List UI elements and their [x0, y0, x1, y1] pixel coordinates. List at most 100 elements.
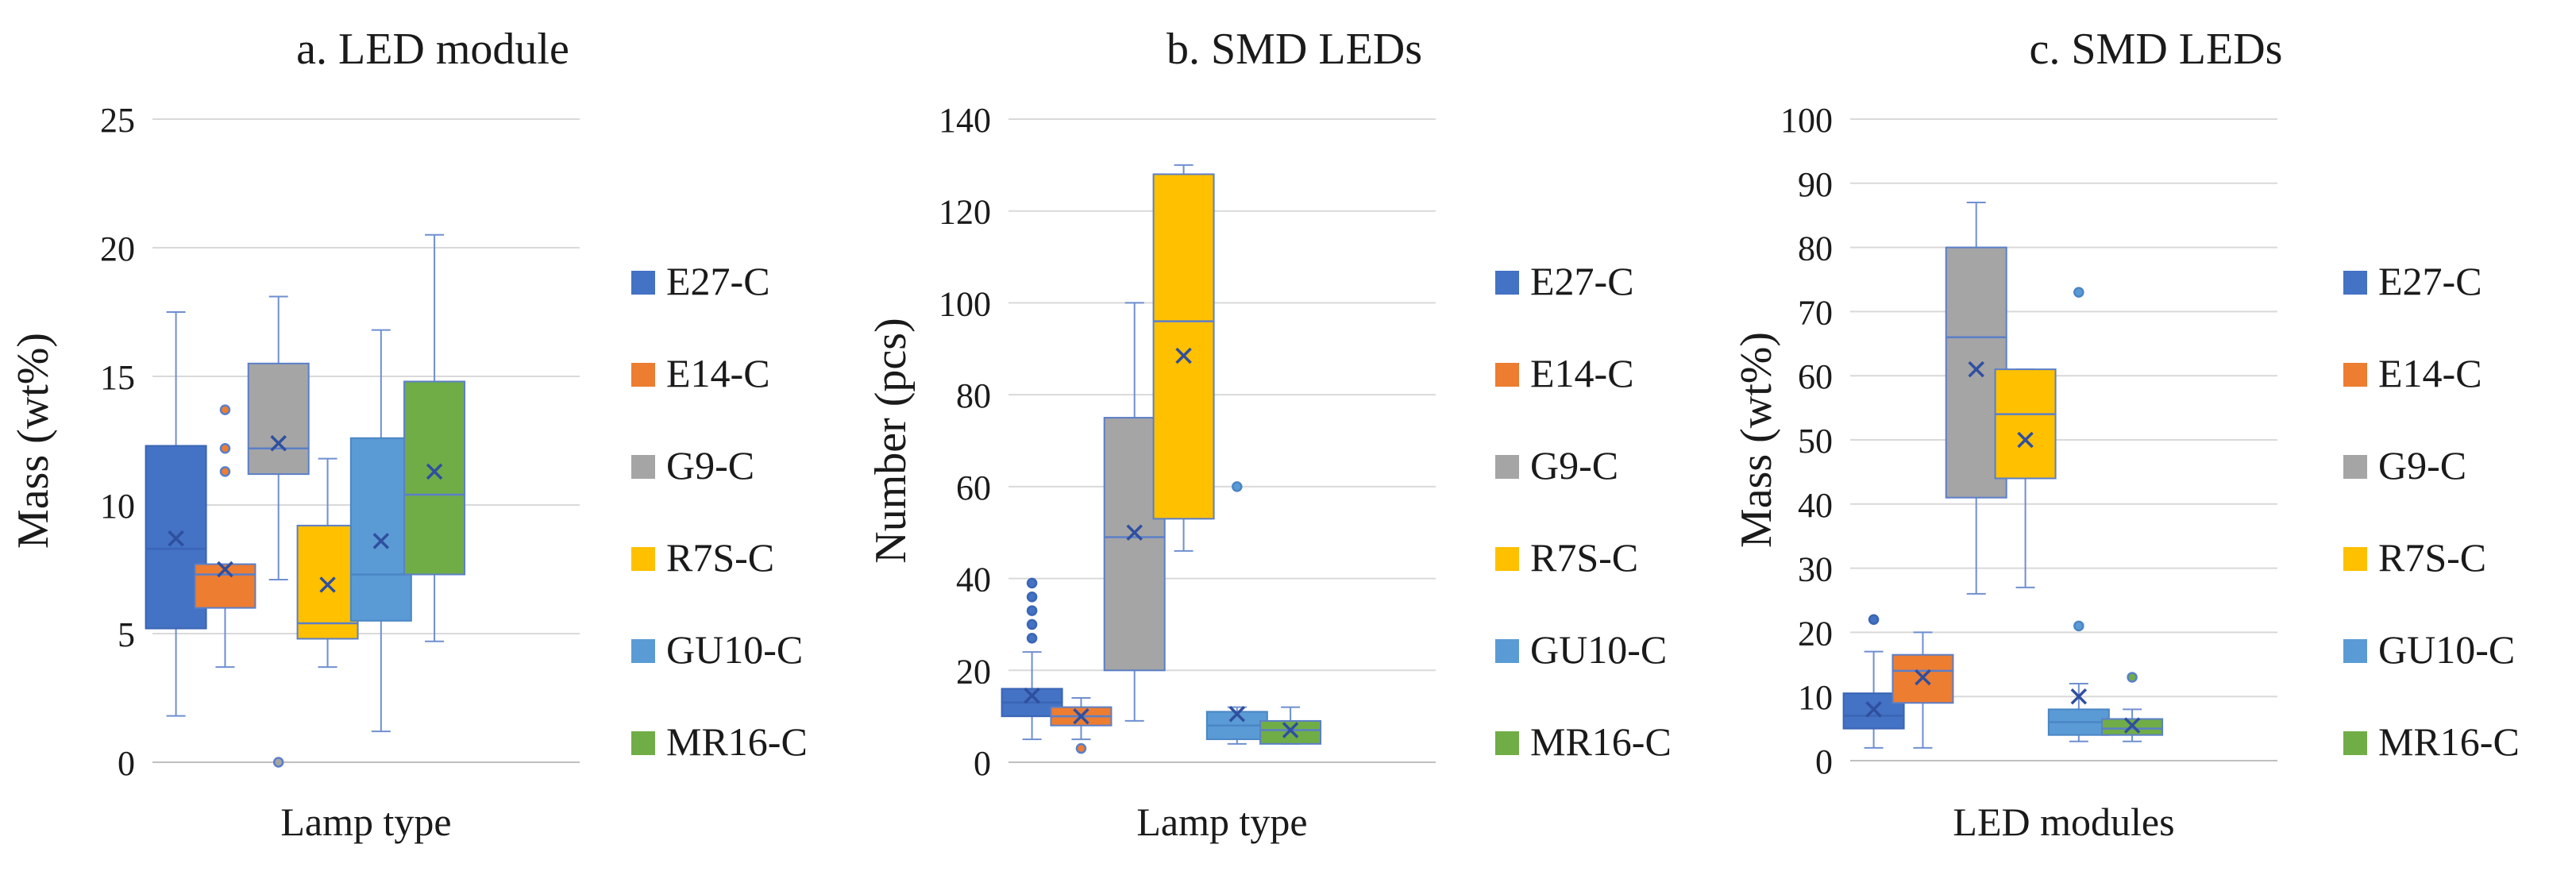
- legend-item-gu10-c: GU10-C: [1495, 627, 1667, 672]
- box-series-e14-c: [194, 404, 256, 669]
- box-series-mr16-c: [2101, 672, 2164, 742]
- legend-swatch: [1495, 271, 1519, 295]
- box-series-r7s-c: [296, 457, 359, 669]
- y-tick-label: 70: [1798, 293, 1833, 332]
- legend-item-mr16-c: MR16-C: [631, 719, 808, 764]
- chart-title: b. SMD LEDs: [1167, 25, 1422, 74]
- outlier-point: [1026, 577, 1038, 589]
- outlier-point: [1868, 614, 1880, 625]
- mean-marker-stroke: [2070, 688, 2088, 705]
- mean-marker-stroke: [319, 576, 336, 593]
- y-tick-label: 20: [100, 229, 135, 268]
- box-series-e27-c: [145, 311, 207, 717]
- legend-item-r7s-c: R7S-C: [2343, 535, 2486, 580]
- legend-label: G9-C: [666, 443, 754, 488]
- outlier-point: [1026, 605, 1038, 616]
- legend-swatch: [2343, 363, 2367, 387]
- outlier-point: [2073, 287, 2084, 298]
- legend-label: E27-C: [2378, 259, 2482, 303]
- y-tick-label: 0: [118, 744, 135, 783]
- mean-marker-stroke: [1865, 701, 1882, 718]
- legend-item-g9-c: G9-C: [1495, 443, 1618, 488]
- panel-a-led-module: 0 5 10 15 20 25 a. LED module Mass (wt%) Lamp ty…: [9, 25, 808, 844]
- outlier-point: [1232, 481, 1243, 492]
- legend-swatch: [631, 271, 655, 295]
- legend-label: E14-C: [2378, 351, 2482, 395]
- legend-item-mr16-c: MR16-C: [2343, 719, 2520, 764]
- outlier-point: [1026, 619, 1038, 630]
- y-tick-label: 100: [939, 284, 991, 323]
- box-series-mr16-c: [1259, 706, 1322, 745]
- box-series-e14-c: [1892, 631, 1954, 749]
- mean-marker-stroke: [1228, 706, 1246, 723]
- y-tick-label: 120: [939, 193, 991, 232]
- mean-marker: [168, 530, 184, 547]
- x-axis-label: LED modules: [1953, 800, 2174, 844]
- legend-label: MR16-C: [1530, 719, 1672, 764]
- iqr-box: [194, 563, 256, 609]
- mean-marker-stroke: [1024, 687, 1040, 704]
- legend-item-gu10-c: GU10-C: [2343, 627, 2515, 672]
- mean-marker-stroke: [217, 561, 233, 578]
- legend-swatch: [1495, 455, 1519, 479]
- mean-marker-stroke: [1175, 347, 1192, 364]
- legend-swatch: [2343, 639, 2367, 663]
- mean-marker: [1228, 706, 1246, 723]
- x-axis-label: Lamp type: [280, 800, 451, 844]
- legend-item-e14-c: E14-C: [2343, 351, 2482, 395]
- y-tick-label: 20: [1798, 614, 1833, 653]
- y-tick-label: 90: [1798, 165, 1833, 204]
- y-tick-label: 20: [956, 652, 991, 691]
- legend-item-mr16-c: MR16-C: [1495, 719, 1672, 764]
- mean-marker: [426, 463, 443, 480]
- box-series-gu10-c: [349, 329, 412, 733]
- box-series-e14-c: [1050, 697, 1113, 754]
- legend-label: E27-C: [666, 259, 770, 303]
- legend-item-e27-c: E27-C: [1495, 259, 1634, 303]
- box-series-gu10-c: [1205, 481, 1268, 745]
- box-series-mr16-c: [403, 233, 466, 642]
- mean-marker: [1282, 722, 1299, 738]
- mean-marker-stroke: [1968, 360, 1984, 378]
- y-tick-label: 140: [939, 101, 991, 140]
- y-tick-label: 80: [1798, 229, 1833, 268]
- mean-marker: [270, 435, 287, 452]
- mean-marker-stroke: [168, 530, 184, 547]
- panel-b-smd-leds-number: 0 20 40 60 80 100 120 140 b. SMD LEDs Number (pcs…: [866, 25, 1672, 844]
- y-tick-label: 40: [956, 561, 991, 599]
- x-axis-label: Lamp type: [1136, 800, 1307, 844]
- mean-marker: [1073, 707, 1089, 725]
- y-tick-label: 60: [956, 468, 991, 507]
- mean-marker-stroke: [372, 533, 390, 549]
- outlier-point: [1075, 742, 1087, 754]
- mean-marker-stroke: [2017, 431, 2034, 449]
- y-tick-label: 15: [100, 358, 135, 397]
- legend-swatch: [2343, 271, 2367, 295]
- outlier-point: [219, 466, 231, 477]
- legend-swatch: [2343, 455, 2367, 479]
- mean-marker-stroke: [426, 463, 443, 480]
- legend-swatch: [1495, 639, 1519, 663]
- iqr-box: [403, 380, 466, 576]
- legend-label: E14-C: [1530, 351, 1634, 395]
- chart-title: a. LED module: [296, 25, 569, 74]
- outlier-point: [219, 442, 231, 454]
- outlier-point: [1026, 633, 1038, 644]
- legend-swatch: [631, 455, 655, 479]
- y-tick-label: 25: [100, 101, 135, 140]
- legend-label: R7S-C: [1530, 535, 1638, 580]
- y-tick-label: 60: [1798, 357, 1833, 396]
- legend-swatch: [631, 639, 655, 663]
- legend-item-e14-c: E14-C: [1495, 351, 1634, 395]
- y-tick-label: 0: [974, 744, 991, 783]
- legend-label: E27-C: [1530, 259, 1634, 303]
- mean-marker: [2070, 688, 2088, 705]
- legend-swatch: [2343, 731, 2367, 755]
- y-axis-label: Mass (wt%): [1732, 332, 1781, 548]
- y-tick-label: 10: [100, 487, 135, 526]
- legend-label: MR16-C: [666, 719, 808, 764]
- mean-marker-stroke: [1282, 722, 1299, 738]
- mean-marker-stroke: [2123, 717, 2141, 734]
- box-series-gu10-c: [2047, 287, 2110, 742]
